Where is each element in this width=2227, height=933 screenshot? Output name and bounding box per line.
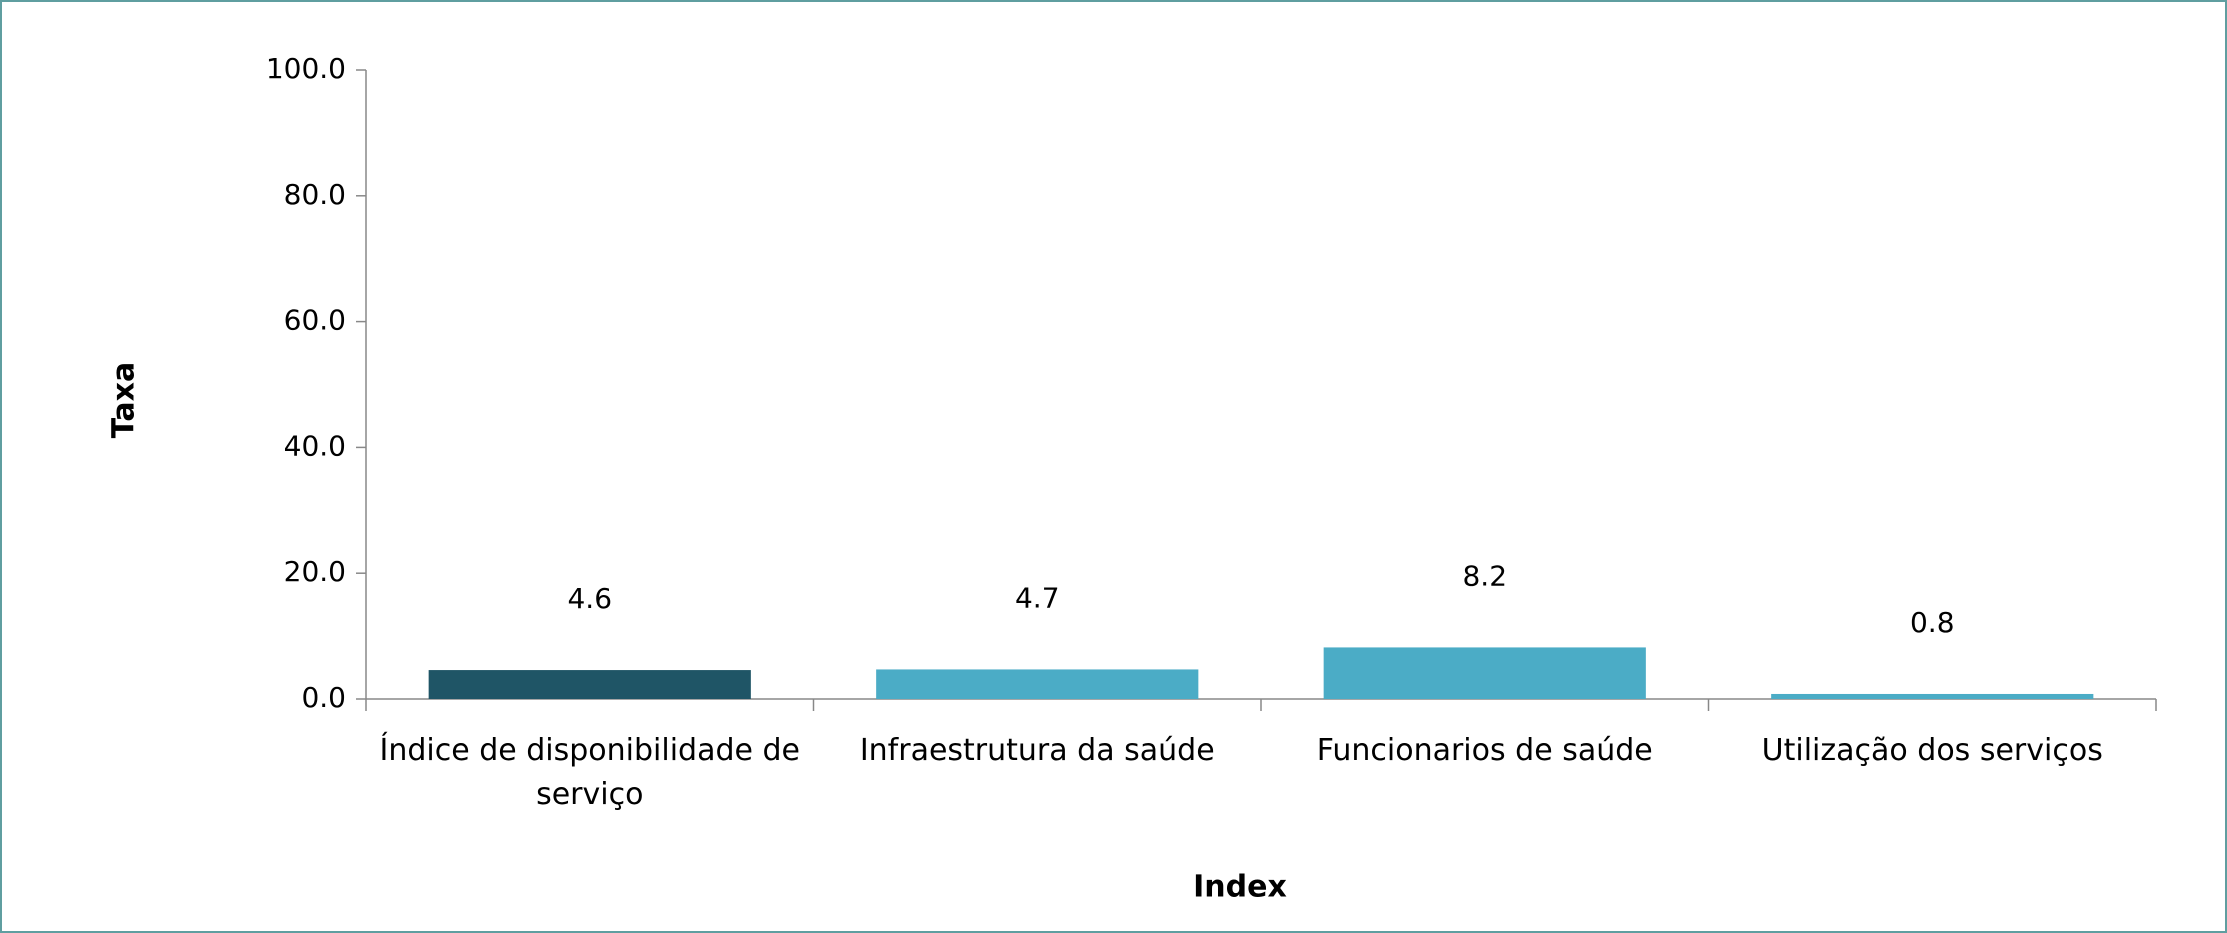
bar (876, 669, 1199, 699)
y-tick-label: 100.0 (266, 52, 346, 85)
y-axis-title: Taxa (107, 362, 142, 438)
y-tick-label: 20.0 (284, 555, 346, 588)
data-label: 4.7 (1015, 581, 1060, 614)
y-tick-label: 0.0 (301, 681, 346, 714)
x-tick-label: Utilização dos serviços (1761, 733, 2103, 768)
data-label: 0.8 (1910, 606, 1955, 639)
y-tick-label: 40.0 (284, 429, 346, 462)
bar (1771, 693, 2094, 699)
x-tick-label: Índice de disponibilidade de serviço (379, 733, 801, 812)
y-tick-label: 60.0 (284, 304, 346, 337)
data-label: 4.6 (567, 582, 612, 615)
bar (428, 670, 751, 699)
x-tick-label: Funcionarios de saúde (1316, 733, 1653, 768)
y-tick-label: 80.0 (284, 178, 346, 211)
bar (1323, 647, 1646, 699)
data-label: 8.2 (1462, 559, 1507, 592)
x-tick-label: Infraestrutura da saúde (859, 733, 1215, 768)
x-axis-title: Index (1193, 870, 1287, 905)
